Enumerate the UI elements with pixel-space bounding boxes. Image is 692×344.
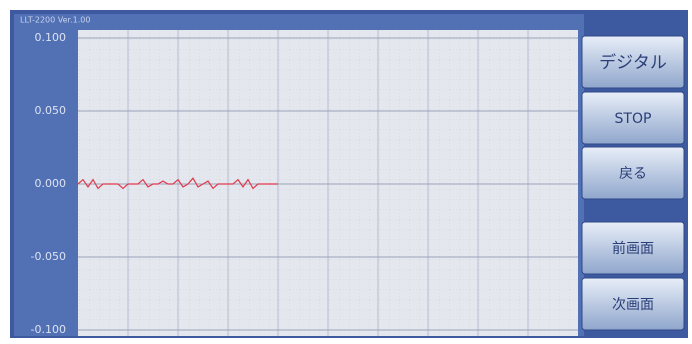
button-label[interactable]: 次画面 — [612, 297, 654, 313]
y-tick-label: -0.050 — [31, 250, 66, 263]
app-title: LLT-2200 Ver.1.00 — [20, 16, 90, 25]
button-label[interactable]: 前画面 — [612, 240, 654, 257]
y-tick-label: -0.100 — [31, 323, 66, 336]
y-tick-label: 0.000 — [35, 177, 67, 190]
device-screen: LLT-2200 Ver.1.00 0.100 0.050 0.000 -0.050 -… — [0, 0, 692, 340]
button-label[interactable]: STOP — [615, 111, 652, 127]
page: LLT-2200 Ver.1.00 0.100 0.050 0.000 -0.050 -… — [0, 0, 692, 340]
y-tick-label: 0.100 — [35, 31, 67, 44]
y-tick-label: 0.050 — [35, 104, 67, 117]
button-label[interactable]: デジタル — [599, 52, 667, 73]
button-label[interactable]: 戻る — [619, 166, 647, 182]
